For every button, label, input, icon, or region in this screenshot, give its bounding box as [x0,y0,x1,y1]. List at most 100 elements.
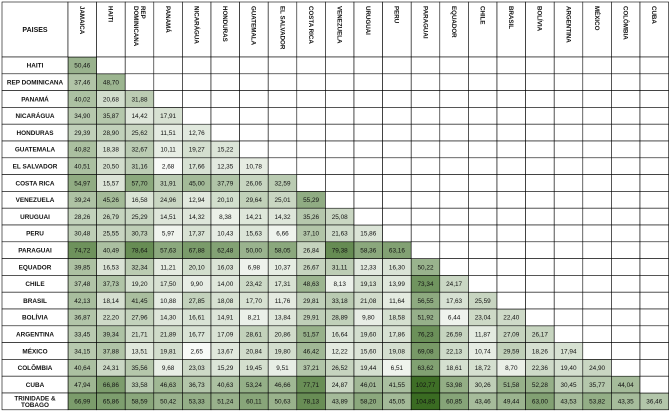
column-label: CHILE [479,6,486,25]
cell-value: 17,50 [160,281,176,288]
empty-cell [639,241,669,259]
cell-value: 8,21 [248,315,261,322]
column-label: URUGUAI [364,6,371,35]
column-label: PERU [393,6,400,24]
empty-cell [239,73,269,91]
cell-value: 43,46 [475,399,491,406]
cell-value: 19,44 [360,365,376,372]
cell-value: 2,68 [162,164,175,171]
cell-value: 46,63 [160,382,176,389]
row-label: CUBA [26,382,45,389]
cell-value: 23,03 [189,365,205,372]
empty-cell [553,157,584,175]
empty-cell [496,123,526,142]
empty-cell [468,174,498,192]
empty-cell [639,123,669,142]
cell-value: 67,88 [189,248,205,255]
cell-value: 20,10 [189,264,205,271]
column-label: HAITI [107,6,114,22]
cell-value: 25,08 [332,214,348,221]
empty-cell [410,207,441,226]
empty-cell [525,258,555,276]
empty-cell [325,140,355,159]
cell-value: 50,00 [246,248,262,255]
cell-value: 26,59 [446,332,462,339]
cell-value: 25,01 [275,197,291,204]
empty-cell [153,90,183,108]
row-header-cell [1,392,69,411]
cell-value: 19,80 [275,348,291,355]
empty-cell [468,140,498,159]
column-label: CUBA [650,6,657,24]
empty-cell [382,73,412,91]
cell-value: 30,48 [74,231,90,238]
empty-cell [582,325,612,343]
column-header-cell [582,1,612,58]
cell-value: 14,91 [217,315,233,322]
cell-value: 53,24 [246,382,262,389]
cell-value: 51,24 [217,399,233,406]
cell-value: 17,70 [246,298,262,305]
cell-value: 10,88 [160,298,176,305]
column-label: MÉXICO [593,6,601,31]
cell-value: 66,86 [103,382,119,389]
cell-value: 30,26 [475,382,491,389]
cell-value: 104,85 [416,399,436,406]
empty-cell [639,90,669,108]
cell-value: 41,45 [132,298,148,305]
cell-value: 21,08 [360,298,376,305]
empty-cell [410,107,441,125]
cell-value: 37,73 [103,281,119,288]
empty-cell [410,157,441,175]
cell-value: 9,90 [190,281,203,288]
cell-value: 22,40 [503,315,519,322]
empty-cell [296,90,326,108]
cell-value: 29,64 [246,197,262,204]
column-header-cell [611,1,641,58]
empty-cell [582,275,612,293]
empty-cell [210,123,240,142]
empty-cell [210,90,240,108]
empty-cell [611,275,641,293]
cell-value: 17,31 [275,281,291,288]
cell-value: 33,58 [132,382,148,389]
cell-value: 32,67 [132,147,148,154]
empty-cell [639,107,669,125]
cell-value: 14,21 [246,214,262,221]
cell-value: 25,62 [132,130,148,137]
cell-value: 37,88 [103,348,119,355]
row-label: ARGENTINA [16,332,54,339]
empty-cell [210,56,240,75]
empty-cell [553,325,584,343]
empty-cell [553,308,584,327]
empty-cell [468,56,498,75]
cell-value: 20,68 [103,96,119,103]
cell-value: 22,20 [103,315,119,322]
cell-value: 17,86 [389,332,405,339]
empty-cell [582,140,612,159]
cell-value: 21,63 [332,231,348,238]
column-label: ARGENTINA [564,6,571,43]
empty-cell [439,73,469,91]
empty-cell [611,258,641,276]
empty-cell [639,291,669,310]
cell-value: 46,42 [303,348,319,355]
cell-value: 30,45 [561,382,577,389]
empty-cell [124,73,155,91]
cell-value: 43,89 [332,399,348,406]
cell-value: 49,44 [503,399,519,406]
empty-cell [325,73,355,91]
cell-value: 37,21 [303,365,319,372]
empty-cell [525,241,555,259]
cell-value: 37,10 [303,231,319,238]
empty-cell [553,258,584,276]
empty-cell [353,207,383,226]
cell-value: 47,94 [74,382,90,389]
cell-value: 31,91 [160,180,176,187]
empty-cell [525,191,555,209]
cell-value: 30,73 [132,231,148,238]
empty-cell [353,123,383,142]
empty-cell [325,174,355,192]
cell-value: 6,66 [276,231,289,238]
